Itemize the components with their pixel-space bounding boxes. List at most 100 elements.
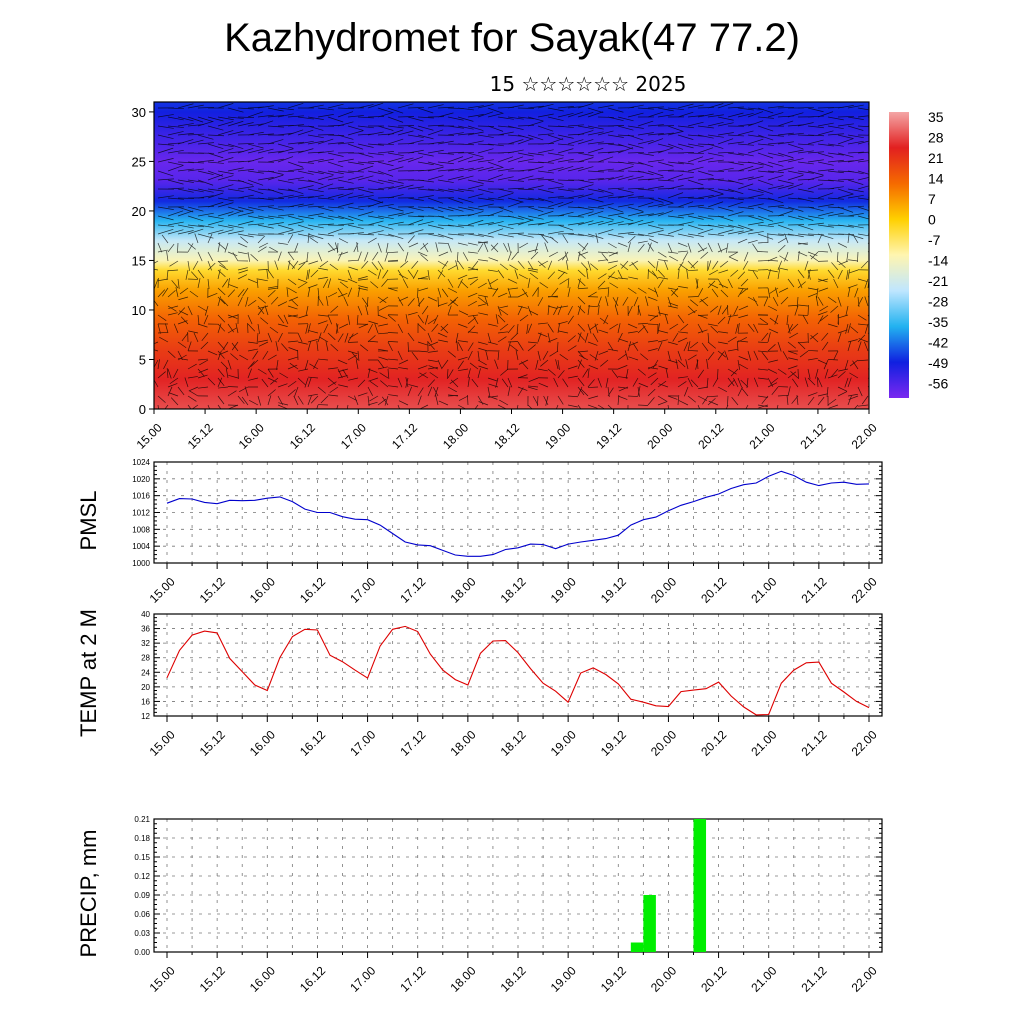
wind-barb (777, 106, 795, 109)
wind-barb (167, 383, 178, 388)
wind-barb (657, 341, 663, 352)
x-tick-label: 18.00 (447, 574, 478, 605)
wind-barb (617, 166, 634, 172)
wind-barb (827, 186, 844, 190)
wind-barb (767, 175, 784, 181)
wind-barb (327, 152, 344, 157)
wind-barb (163, 359, 169, 370)
wind-barb (727, 379, 736, 388)
wind-barb (867, 143, 869, 145)
wind-barb (384, 395, 389, 406)
wind-barb (632, 377, 639, 387)
colorbar-label: -14 (928, 253, 948, 269)
wind-barb (257, 120, 274, 127)
wind-barb (747, 134, 764, 138)
wind-barb (277, 301, 288, 307)
wind-barb (507, 156, 524, 163)
wind-barb (587, 386, 599, 388)
wind-barb (857, 197, 869, 200)
wind-barb (457, 360, 464, 370)
wind-barb (777, 224, 794, 231)
wind-barb (647, 111, 664, 118)
wind-barb (446, 368, 449, 380)
wind-barb (367, 215, 384, 220)
wind-barb (627, 219, 644, 226)
wind-barb (417, 365, 428, 370)
x-tick-label: 17.00 (347, 574, 378, 605)
wind-barb (607, 143, 624, 147)
wind-barb (701, 342, 709, 352)
wind-barb (346, 404, 349, 409)
wind-barb (217, 143, 234, 148)
wind-barb (757, 350, 768, 353)
wind-barb (627, 187, 644, 190)
wind-barb (777, 184, 794, 190)
wind-barb (677, 111, 694, 118)
wind-barb (727, 348, 738, 352)
wind-barb (867, 215, 869, 217)
wind-barb (367, 269, 377, 276)
wind-barb (759, 317, 769, 325)
x-tick-label: 17.00 (347, 727, 378, 758)
wind-barb (397, 184, 414, 190)
wind-barb (412, 269, 419, 279)
wind-barb (276, 359, 279, 370)
wind-barb (847, 269, 851, 280)
wind-barb (187, 363, 197, 370)
wind-barb (697, 369, 705, 379)
wind-barb (797, 188, 814, 193)
wind-barb (467, 206, 484, 211)
wind-barb (677, 233, 694, 238)
wind-barb (857, 160, 869, 163)
wind-barb (277, 314, 285, 324)
wind-barb (847, 116, 864, 121)
wind-barb (337, 375, 348, 379)
wind-barb (577, 323, 586, 332)
wind-barb (647, 372, 657, 379)
wind-barb (247, 341, 258, 344)
wind-barb (397, 404, 400, 409)
wind-barb (242, 287, 249, 297)
wind-barb (727, 230, 744, 235)
wind-barb (337, 333, 344, 343)
wind-barb (697, 323, 704, 333)
wind-barb (207, 251, 214, 261)
wind-barb (367, 102, 384, 109)
wind-barb (577, 332, 582, 343)
wind-barb (737, 206, 754, 210)
wind-barb (237, 395, 245, 404)
wind-barb (757, 206, 774, 213)
wind-barb (247, 251, 251, 262)
wind-barb (237, 107, 254, 110)
wind-barb (388, 367, 399, 370)
wind-barb (267, 332, 273, 343)
x-tick-label: 21.00 (748, 727, 779, 758)
wind-barb (742, 260, 749, 270)
wind-barb (747, 221, 764, 226)
wind-barb (317, 251, 323, 262)
wind-barb (497, 176, 514, 181)
wind-barb (157, 395, 166, 403)
wind-barb (177, 320, 188, 325)
wind-barb (847, 151, 864, 154)
wind-barb (467, 394, 469, 406)
wind-barb (618, 338, 629, 343)
wind-barb (297, 140, 314, 145)
wind-barb (507, 187, 524, 190)
wind-barb (768, 359, 779, 363)
wind-barb (727, 278, 733, 289)
y-tick-label: 1000 (132, 559, 150, 568)
wind-barb (683, 341, 689, 352)
wind-barb (687, 395, 697, 403)
wind-barb (297, 170, 314, 175)
wind-barb (547, 179, 564, 185)
wind-barb (717, 179, 734, 183)
wind-barb (707, 178, 724, 181)
wind-barb (277, 213, 294, 217)
wind-barb (417, 251, 428, 257)
wind-barb (727, 197, 744, 201)
wind-barb (497, 233, 514, 238)
wind-barb (837, 233, 855, 235)
wind-barb (347, 125, 364, 131)
